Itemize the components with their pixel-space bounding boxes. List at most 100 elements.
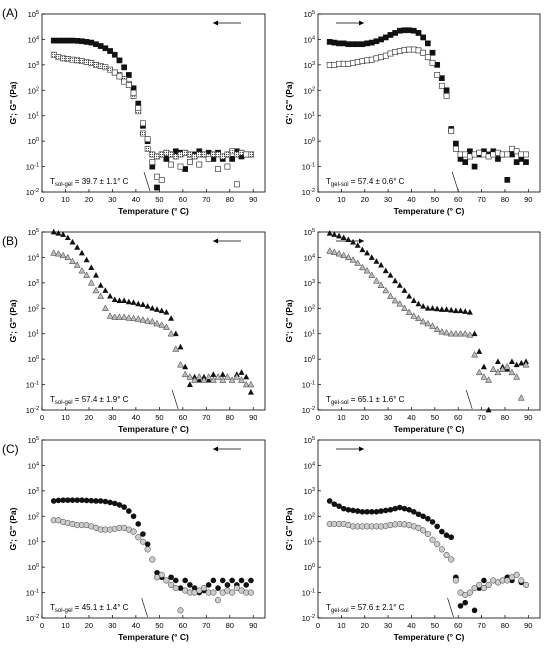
data-point <box>111 296 118 302</box>
y-tick-label: 10-2 <box>302 614 315 623</box>
data-point <box>55 229 62 236</box>
data-point <box>224 151 231 158</box>
x-tick-label: 20 <box>361 195 369 204</box>
data-point <box>107 48 113 54</box>
chart-panel: 0 10 20 30 40 50 60 70 80 90 10-2 10-1 100 101 102 103 1… <box>8 10 266 216</box>
data-point <box>522 361 530 368</box>
data-point <box>210 371 217 377</box>
data-point <box>475 368 483 376</box>
data-point <box>457 589 464 596</box>
data-point <box>401 287 408 293</box>
data-point <box>50 228 57 235</box>
data-point <box>443 87 450 94</box>
data-point <box>55 37 62 44</box>
data-point <box>162 323 170 330</box>
data-point <box>424 319 432 327</box>
data-point <box>158 176 165 183</box>
data-point <box>59 251 67 259</box>
data-series <box>326 229 529 413</box>
x-tick-label: 60 <box>454 413 462 422</box>
data-point <box>88 39 95 46</box>
data-series <box>326 498 529 614</box>
data-point <box>181 370 189 378</box>
x-tick-label: 30 <box>384 413 392 422</box>
data-point <box>224 582 231 588</box>
data-point <box>462 159 469 165</box>
data-point <box>359 509 366 515</box>
data-point <box>69 257 76 265</box>
data-point <box>125 298 132 305</box>
data-point <box>424 40 431 47</box>
data-point <box>471 350 478 358</box>
data-point <box>243 373 250 380</box>
data-point <box>429 536 436 543</box>
data-point <box>425 515 431 522</box>
x-tick-label: 40 <box>132 621 140 630</box>
x-tick-label: 30 <box>108 621 116 630</box>
transition-annotation: Tgel-sol = 57.4 ± 0.6° C <box>326 177 405 188</box>
data-point <box>60 231 67 237</box>
data-point <box>196 161 203 168</box>
data-point <box>373 509 380 515</box>
data-point <box>522 581 530 588</box>
data-point <box>495 156 501 162</box>
data-point <box>130 314 137 322</box>
data-point <box>209 376 217 383</box>
data-point <box>97 292 105 299</box>
data-point <box>336 40 342 47</box>
data-point <box>452 145 459 152</box>
data-point <box>518 577 525 584</box>
data-point <box>466 331 474 338</box>
data-point <box>126 508 132 514</box>
data-point <box>149 305 156 311</box>
data-point <box>438 546 445 553</box>
y-tick-label: 10-1 <box>302 589 315 598</box>
data-point <box>60 37 66 44</box>
data-point <box>83 39 90 45</box>
data-point <box>50 498 57 504</box>
data-point <box>434 72 441 78</box>
panel-label-b: (B) <box>2 234 18 248</box>
y-tick-label: 10-2 <box>302 188 315 197</box>
y-tick-label: 103 <box>28 61 39 70</box>
data-point <box>186 159 193 165</box>
data-point <box>326 39 333 45</box>
data-point <box>448 306 455 313</box>
data-point <box>438 327 446 335</box>
data-point <box>471 607 478 614</box>
y-tick-label: 105 <box>304 436 315 445</box>
transition-annotation: Tgel-sol = 65.1 ± 1.6° C <box>326 395 405 406</box>
data-point <box>65 497 71 503</box>
data-point <box>392 505 398 512</box>
x-tick-label: 90 <box>524 413 532 422</box>
data-point <box>373 38 380 45</box>
data-point <box>92 272 99 278</box>
data-point <box>163 577 170 584</box>
data-point <box>373 258 380 264</box>
data-point <box>345 41 352 48</box>
data-point <box>168 315 175 321</box>
data-point <box>457 329 464 337</box>
data-point <box>168 574 174 581</box>
data-series <box>50 51 254 160</box>
data-point <box>111 313 119 320</box>
data-point <box>466 309 473 315</box>
data-point <box>92 286 100 294</box>
data-point <box>139 301 146 307</box>
data-point <box>336 503 342 509</box>
data-point <box>144 303 151 309</box>
data-point <box>116 73 123 80</box>
data-point <box>177 343 184 350</box>
data-point <box>326 247 334 254</box>
y-tick-label: 102 <box>28 304 39 313</box>
y-tick-label: 104 <box>304 35 315 44</box>
data-series <box>111 69 250 188</box>
data-point <box>387 506 394 513</box>
y-tick-label: 101 <box>304 330 315 339</box>
data-point <box>243 151 250 158</box>
x-tick-label: 40 <box>132 195 140 204</box>
data-point <box>243 582 250 588</box>
data-point <box>83 271 91 278</box>
data-point <box>130 299 137 305</box>
data-series <box>326 247 530 401</box>
